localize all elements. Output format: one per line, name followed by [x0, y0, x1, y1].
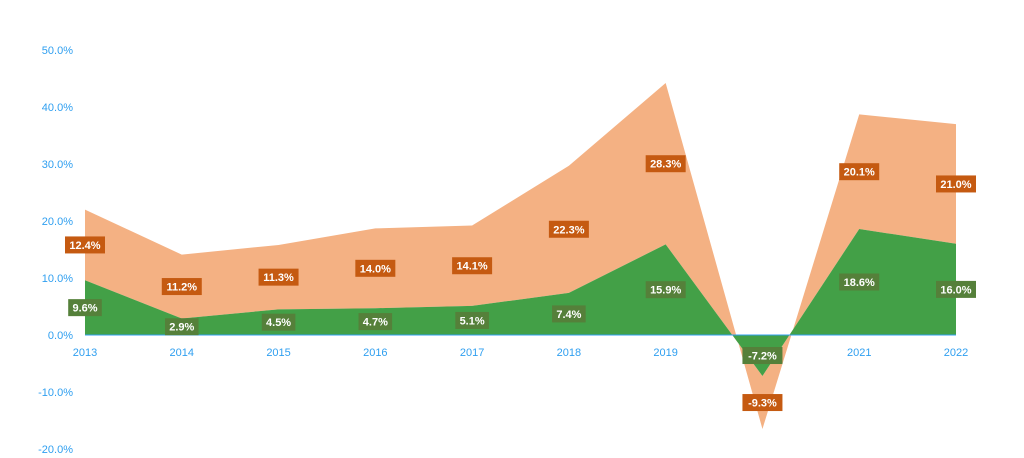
- series-2-data-label: 11.3%: [263, 272, 294, 284]
- series-2-data-label-bg: [452, 257, 493, 275]
- x-tick-label: 2022: [944, 347, 968, 359]
- series-2-data-label: 14.0%: [360, 263, 391, 275]
- series-areas: [85, 83, 956, 430]
- series-1-data-label-bg: [552, 305, 586, 323]
- series-1-data-label: 15.9%: [650, 285, 681, 297]
- series-2-data-label: 21.0%: [940, 179, 971, 191]
- series-2-data-label: 11.2%: [166, 282, 197, 294]
- series-1-data-label-bg: [645, 281, 686, 299]
- series-1-data-label: 4.5%: [266, 317, 291, 329]
- series-2-data-label-bg: [355, 259, 396, 277]
- series-1-data-label: 16.0%: [940, 284, 971, 296]
- series-2-data-label-bg: [161, 278, 202, 296]
- series-2-data-label: 22.3%: [553, 224, 584, 236]
- x-tick-label: 2014: [170, 347, 194, 359]
- x-tick-label: 2015: [266, 347, 290, 359]
- series-2-data-label: 28.3%: [650, 159, 681, 171]
- series-2-data-label-bg: [839, 163, 880, 181]
- x-tick-label: 2013: [73, 347, 97, 359]
- series-2-data-label: 14.1%: [457, 261, 488, 273]
- series-1-data-label: 4.7%: [363, 317, 388, 329]
- y-tick-label: 10.0%: [42, 273, 73, 285]
- x-tick-label: 2021: [847, 347, 871, 359]
- series-1-data-label-bg: [455, 311, 489, 329]
- x-tick-label: 2019: [653, 347, 677, 359]
- y-axis-ticks: 50.0% 40.0% 30.0% 20.0% 10.0% 0.0% -10.0% -20.0…: [38, 45, 73, 456]
- series-2-area: [85, 83, 956, 430]
- x-tick-label: 2017: [460, 347, 484, 359]
- series-2-data-label: 20.1%: [844, 167, 875, 179]
- y-tick-label: 30.0%: [42, 159, 73, 171]
- data-labels: 9.6% 12.4% 2.9% 11.2% 4.5% 11.3% 4.7% 14.0% 5.1%…: [65, 155, 976, 412]
- series-1-data-label-bg: [261, 313, 296, 331]
- y-tick-label: 40.0%: [42, 102, 73, 114]
- series-1-data-label-bg: [164, 318, 199, 336]
- series-2-data-label: 12.4%: [69, 240, 100, 252]
- y-tick-label: -10.0%: [38, 387, 73, 399]
- x-tick-label: 2018: [557, 347, 581, 359]
- y-tick-label: 0.0%: [48, 330, 73, 342]
- series-2-data-label-bg: [258, 268, 299, 286]
- series-2-data-label-bg: [548, 220, 589, 238]
- series-1-data-label: 2.9%: [169, 322, 194, 334]
- y-tick-label: -20.0%: [38, 444, 73, 456]
- series-1-data-label-bg: [839, 273, 880, 291]
- series-2-data-label-bg: [936, 175, 976, 193]
- series-1-data-label: 18.6%: [844, 277, 875, 289]
- series-1-area: [85, 228, 956, 377]
- series-1-data-label: 9.6%: [72, 303, 97, 315]
- series-1-data-label-bg: [358, 313, 393, 331]
- series-1-data-label: 7.4%: [556, 309, 581, 321]
- series-2-data-label: -9.3%: [748, 398, 777, 410]
- series-1-data-label-bg: [68, 299, 102, 317]
- y-tick-label: 50.0%: [42, 45, 73, 57]
- series-2-data-label-bg: [65, 236, 105, 254]
- series-2-data-label-bg: [645, 155, 686, 173]
- series-2-data-label-bg: [742, 394, 783, 412]
- series-1-data-label: 5.1%: [460, 315, 485, 327]
- series-1-data-label-bg: [742, 347, 783, 365]
- x-axis-ticks: 2013 2014 2015 2016 2017 2018 2019 2021 2022: [73, 347, 968, 359]
- series-1-data-label: -7.2%: [748, 351, 777, 363]
- series-1-data-label-bg: [936, 280, 976, 298]
- y-tick-label: 20.0%: [42, 216, 73, 228]
- x-tick-label: 2016: [363, 347, 387, 359]
